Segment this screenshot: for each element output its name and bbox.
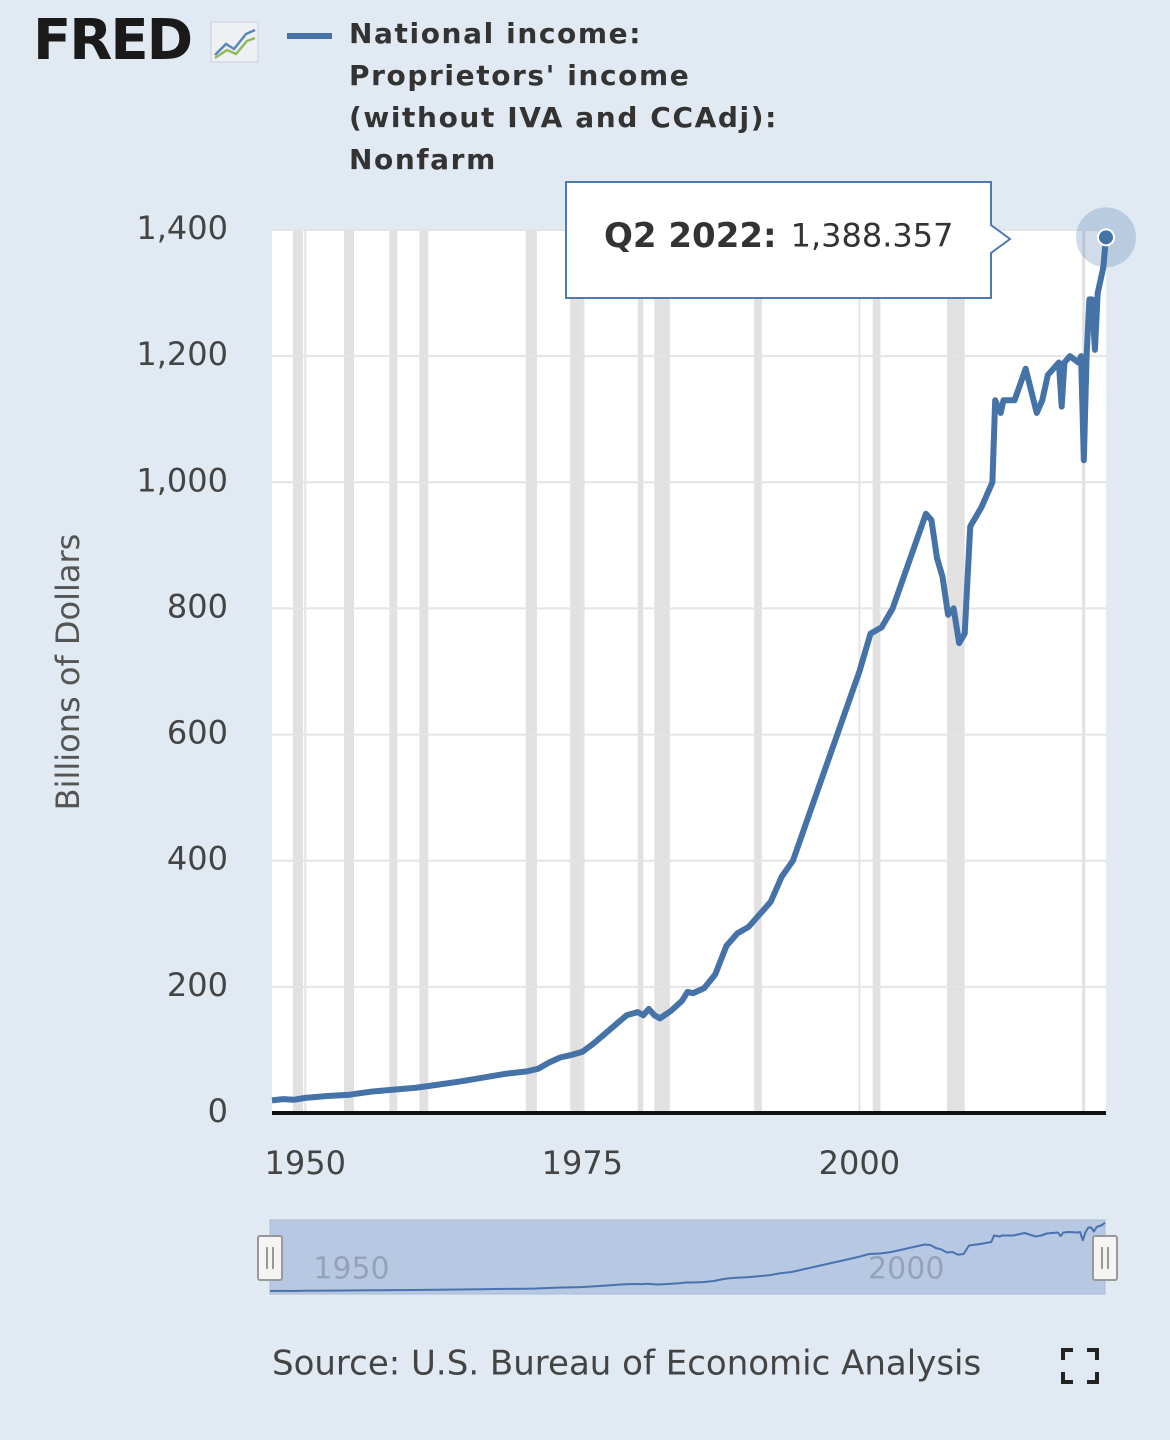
y-tick-label: 0 [208, 1092, 228, 1130]
navigator-handle [1092, 1235, 1118, 1281]
logo-icon [210, 21, 259, 63]
data-line [271, 237, 1109, 1104]
logo: FRED [33, 8, 191, 73]
tooltip-date: Q2 2022: [604, 216, 777, 256]
y-tick-label: 400 [167, 840, 228, 878]
recession-band [419, 230, 429, 1113]
tooltip-inner [588, 205, 966, 273]
recession-band [293, 230, 304, 1113]
y-tick-label: 800 [167, 587, 228, 625]
navigator-label: 1950 [313, 1252, 389, 1287]
recession-band [525, 230, 537, 1113]
recession-band [344, 230, 355, 1113]
legend-label: National income: Proprietors' income (wi… [349, 17, 778, 176]
navigator-label: 2000 [868, 1252, 944, 1287]
plot-area: 0 200 400 600 800 1,000 1,200 1,400 1950 1975 2000 [136, 207, 1136, 1182]
hover-marker [1097, 228, 1115, 247]
tooltip: Q2 2022: 1,388.357 [565, 181, 1012, 299]
x-tick-label: 2000 [819, 1144, 900, 1182]
x-tick-label: 1950 [265, 1144, 346, 1182]
recession-band [654, 230, 670, 1113]
recession-band [1082, 230, 1086, 1113]
tooltip-value: 1,388.357 [791, 216, 954, 254]
navigator-handle [257, 1235, 283, 1281]
y-axis-label: Billions of Dollars [49, 534, 87, 811]
recession-band [946, 230, 965, 1113]
y-tick-label: 1,400 [136, 209, 228, 247]
y-tick-label: 200 [167, 966, 228, 1004]
plot-background [272, 230, 1106, 1113]
y-tick-label: 1,000 [136, 461, 228, 499]
fullscreen-icon[interactable] [1061, 1348, 1099, 1384]
recession-band [754, 230, 762, 1113]
y-tick-label: 600 [167, 714, 228, 752]
recession-band [389, 230, 398, 1113]
source: Source: U.S. Bureau of Economic Analysis [272, 1344, 981, 1384]
navigator-line [269, 1221, 1106, 1292]
navigator: 1950 2000 [257, 1219, 1118, 1295]
recession-band [872, 230, 881, 1113]
recession-band [637, 230, 644, 1113]
recession-band [570, 230, 585, 1113]
x-tick-label: 1975 [542, 1144, 623, 1182]
y-tick-label: 1,200 [136, 335, 228, 373]
